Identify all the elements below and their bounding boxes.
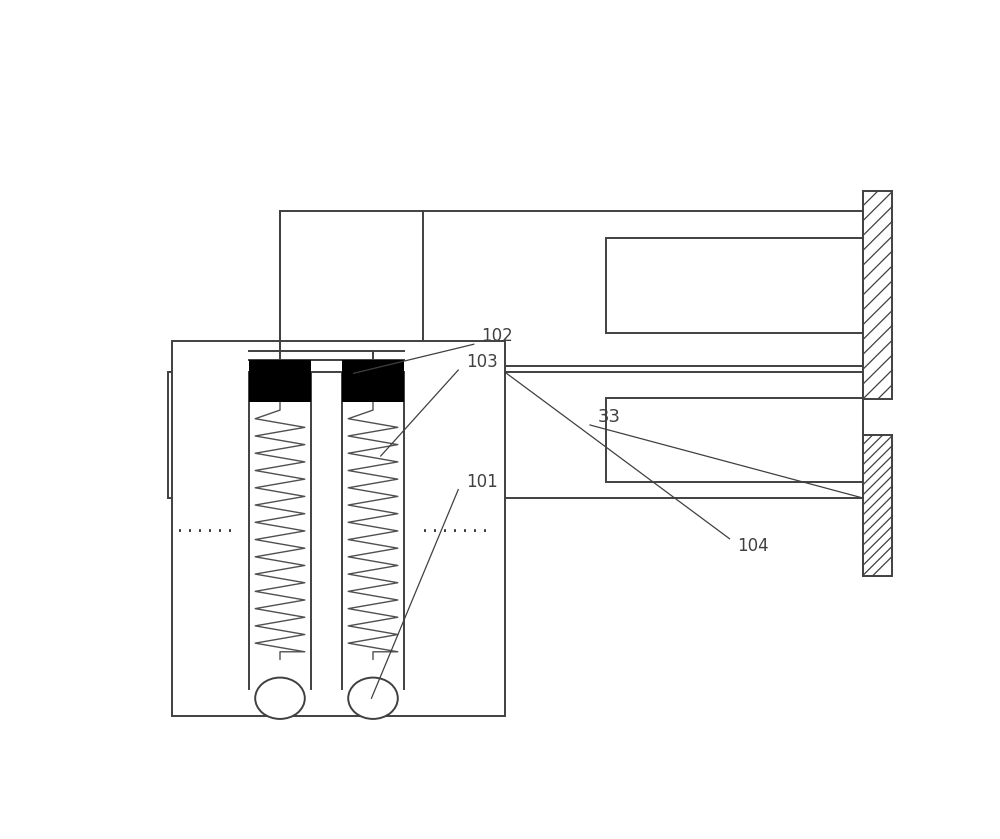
Text: ......: ......: [175, 518, 235, 536]
Circle shape: [348, 678, 398, 719]
Text: 33: 33: [598, 409, 621, 426]
Bar: [423, 211, 863, 366]
Bar: [606, 237, 863, 333]
Text: 103: 103: [466, 353, 498, 372]
Bar: [168, 372, 863, 498]
Bar: [342, 361, 404, 403]
Bar: [863, 435, 892, 576]
Bar: [606, 398, 863, 482]
Circle shape: [255, 678, 305, 719]
Bar: [172, 341, 505, 716]
Text: 104: 104: [737, 538, 769, 555]
Bar: [249, 361, 311, 403]
Bar: [863, 191, 892, 399]
Text: 102: 102: [482, 327, 513, 346]
Text: .......: .......: [420, 518, 490, 536]
Text: 101: 101: [466, 473, 498, 491]
